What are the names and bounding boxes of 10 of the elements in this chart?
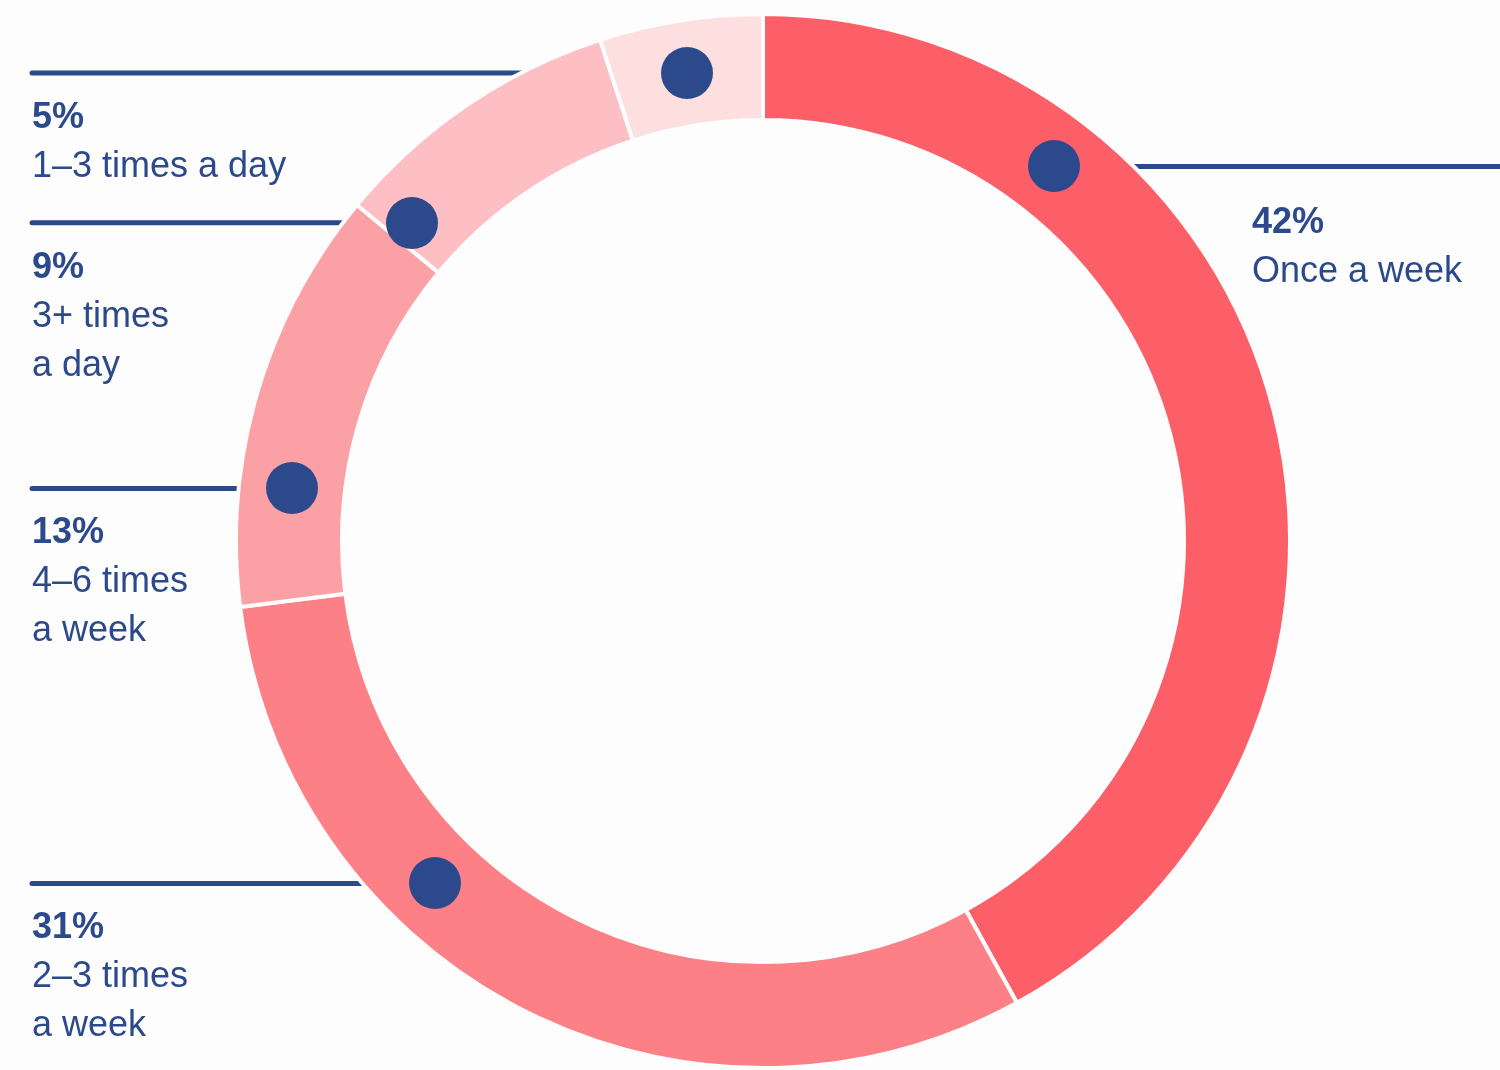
slice-label: 3+ times a day — [32, 293, 170, 384]
slice-label: 2–3 times a week — [32, 954, 189, 1045]
data-label: 5% — [32, 95, 85, 137]
data-label: 13% — [32, 510, 105, 552]
slice-label: 1–3 times a day — [32, 144, 287, 186]
data-label: 9% — [32, 244, 85, 286]
slice-label: 4–6 times a week — [32, 559, 189, 650]
data-label: 31% — [32, 905, 105, 947]
data-label: 42% — [1252, 200, 1325, 242]
slice-label: Once a week — [1252, 249, 1464, 291]
